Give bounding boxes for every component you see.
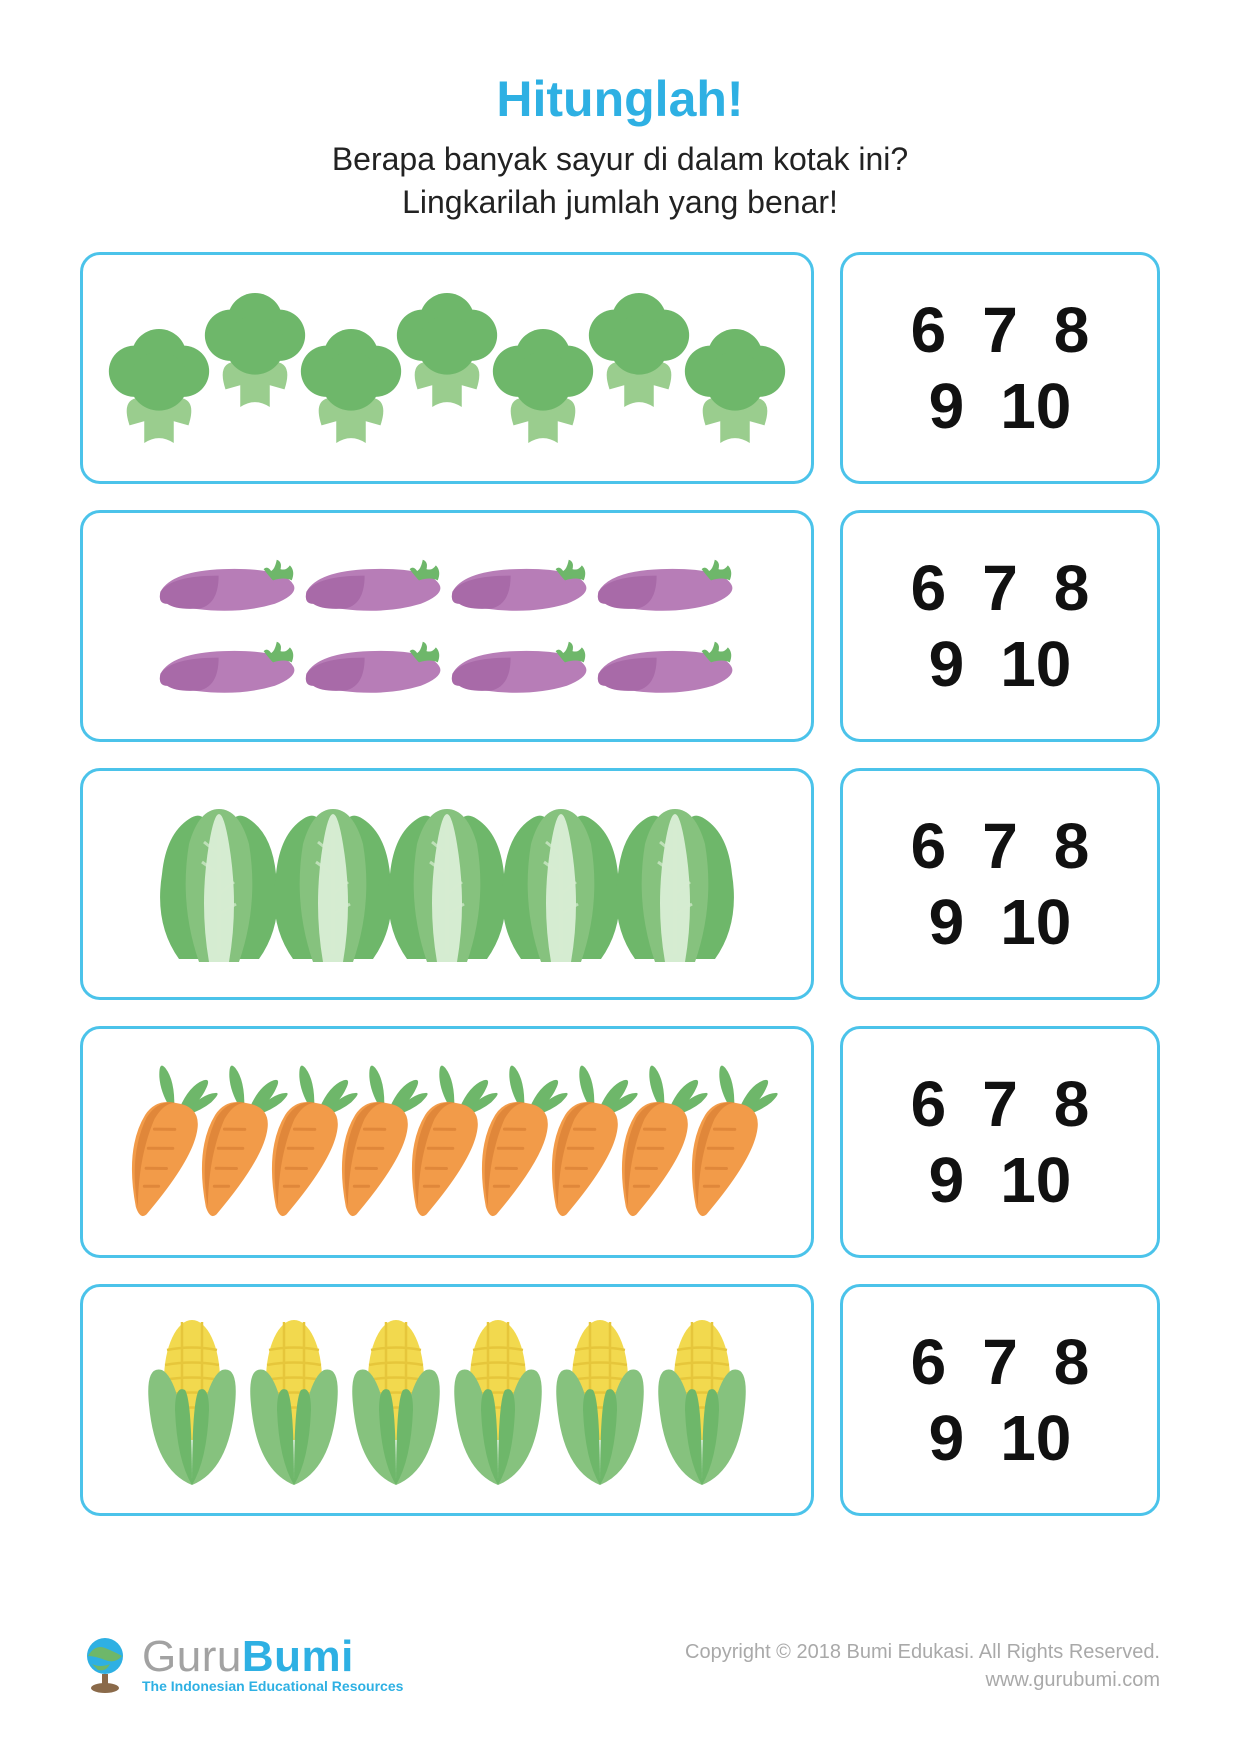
carrot-box — [80, 1026, 814, 1258]
answer-option[interactable]: 6 — [911, 1330, 947, 1394]
vegetable-group — [143, 1310, 751, 1490]
vegetable-group — [103, 548, 791, 704]
answer-line-2: 9 10 — [929, 1148, 1072, 1212]
answer-line-1: 678 — [911, 298, 1090, 362]
globe-icon — [80, 1634, 130, 1694]
website-text: www.gurubumi.com — [685, 1666, 1160, 1694]
worksheet-row: 678 9 10 — [80, 1284, 1160, 1516]
page-footer: GuruBumi The Indonesian Educational Reso… — [80, 1634, 1160, 1694]
answer-box: 678 9 10 — [840, 252, 1160, 484]
answer-option[interactable]: 9 — [929, 632, 965, 696]
eggplant-icon — [153, 550, 303, 620]
answer-option[interactable]: 8 — [1054, 556, 1090, 620]
answer-line-2: 9 10 — [929, 632, 1072, 696]
eggplant-icon — [445, 632, 595, 702]
answer-line-1: 678 — [911, 1330, 1090, 1394]
answer-option[interactable]: 7 — [982, 1072, 1018, 1136]
answer-option[interactable]: 10 — [1000, 1148, 1071, 1212]
answer-line-1: 678 — [911, 556, 1090, 620]
answer-option[interactable]: 7 — [982, 814, 1018, 878]
corn-icon — [137, 1310, 247, 1490]
eggplant-icon — [299, 632, 449, 702]
lettuce-icon — [496, 804, 626, 964]
corn-icon — [647, 1310, 757, 1490]
answer-box: 678 9 10 — [840, 1284, 1160, 1516]
eggplant-icon — [591, 632, 741, 702]
answer-option[interactable]: 7 — [982, 556, 1018, 620]
answer-option[interactable]: 10 — [1000, 1406, 1071, 1470]
page-subtitle: Berapa banyak sayur di dalam kotak ini? … — [80, 138, 1160, 224]
copyright-text: Copyright © 2018 Bumi Edukasi. All Right… — [685, 1638, 1160, 1666]
lettuce-icon — [610, 804, 740, 964]
worksheet-row: 678 9 10 — [80, 1026, 1160, 1258]
answer-option[interactable]: 8 — [1054, 1330, 1090, 1394]
lettuce-icon — [382, 804, 512, 964]
answer-option[interactable]: 8 — [1054, 814, 1090, 878]
eggplant-box — [80, 510, 814, 742]
answer-option[interactable]: 10 — [1000, 374, 1071, 438]
worksheet-row: 678 9 10 — [80, 510, 1160, 742]
answer-option[interactable]: 9 — [929, 374, 965, 438]
copyright-block: Copyright © 2018 Bumi Edukasi. All Right… — [685, 1638, 1160, 1694]
subtitle-line-2: Lingkarilah jumlah yang benar! — [402, 184, 838, 220]
answer-line-1: 678 — [911, 1072, 1090, 1136]
answer-option[interactable]: 10 — [1000, 890, 1071, 954]
vegetable-group — [164, 804, 730, 964]
answer-box: 678 9 10 — [840, 768, 1160, 1000]
lettuce-icon — [154, 804, 284, 964]
answer-line-2: 9 10 — [929, 890, 1072, 954]
answer-option[interactable]: 6 — [911, 1072, 947, 1136]
answer-option[interactable]: 9 — [929, 1406, 965, 1470]
answer-option[interactable]: 6 — [911, 298, 947, 362]
answer-option[interactable]: 6 — [911, 814, 947, 878]
subtitle-line-1: Berapa banyak sayur di dalam kotak ini? — [332, 141, 908, 177]
answer-option[interactable]: 7 — [982, 298, 1018, 362]
logo-guru: Guru — [142, 1632, 242, 1681]
corn-box — [80, 1284, 814, 1516]
lettuce-box — [80, 768, 814, 1000]
worksheet-row: 678 9 10 — [80, 252, 1160, 484]
logo-text: GuruBumi — [142, 1635, 403, 1679]
answer-option[interactable]: 8 — [1054, 298, 1090, 362]
answer-box: 678 9 10 — [840, 510, 1160, 742]
logo-tagline: The Indonesian Educational Resources — [142, 1679, 403, 1693]
answer-option[interactable]: 8 — [1054, 1072, 1090, 1136]
brand-logo: GuruBumi The Indonesian Educational Reso… — [80, 1634, 403, 1694]
lettuce-icon — [268, 804, 398, 964]
broccoli-box — [80, 252, 814, 484]
eggplant-icon — [299, 550, 449, 620]
answer-box: 678 9 10 — [840, 1026, 1160, 1258]
corn-icon — [341, 1310, 451, 1490]
answer-line-2: 9 10 — [929, 1406, 1072, 1470]
answer-line-2: 9 10 — [929, 374, 1072, 438]
answer-option[interactable]: 6 — [911, 556, 947, 620]
vegetable-group — [113, 309, 781, 427]
answer-line-1: 678 — [911, 814, 1090, 878]
answer-option[interactable]: 9 — [929, 890, 965, 954]
worksheet-row: 678 9 10 — [80, 768, 1160, 1000]
answer-option[interactable]: 7 — [982, 1330, 1018, 1394]
vegetable-group — [134, 1062, 760, 1222]
logo-bumi: Bumi — [242, 1632, 354, 1681]
eggplant-icon — [591, 550, 741, 620]
corn-icon — [443, 1310, 553, 1490]
eggplant-icon — [153, 632, 303, 702]
worksheet-rows: 678910 678910 — [80, 252, 1160, 1516]
page-title: Hitunglah! — [80, 70, 1160, 128]
eggplant-icon — [445, 550, 595, 620]
answer-option[interactable]: 10 — [1000, 632, 1071, 696]
corn-icon — [239, 1310, 349, 1490]
corn-icon — [545, 1310, 655, 1490]
broccoli-icon — [675, 327, 795, 445]
answer-option[interactable]: 9 — [929, 1148, 965, 1212]
